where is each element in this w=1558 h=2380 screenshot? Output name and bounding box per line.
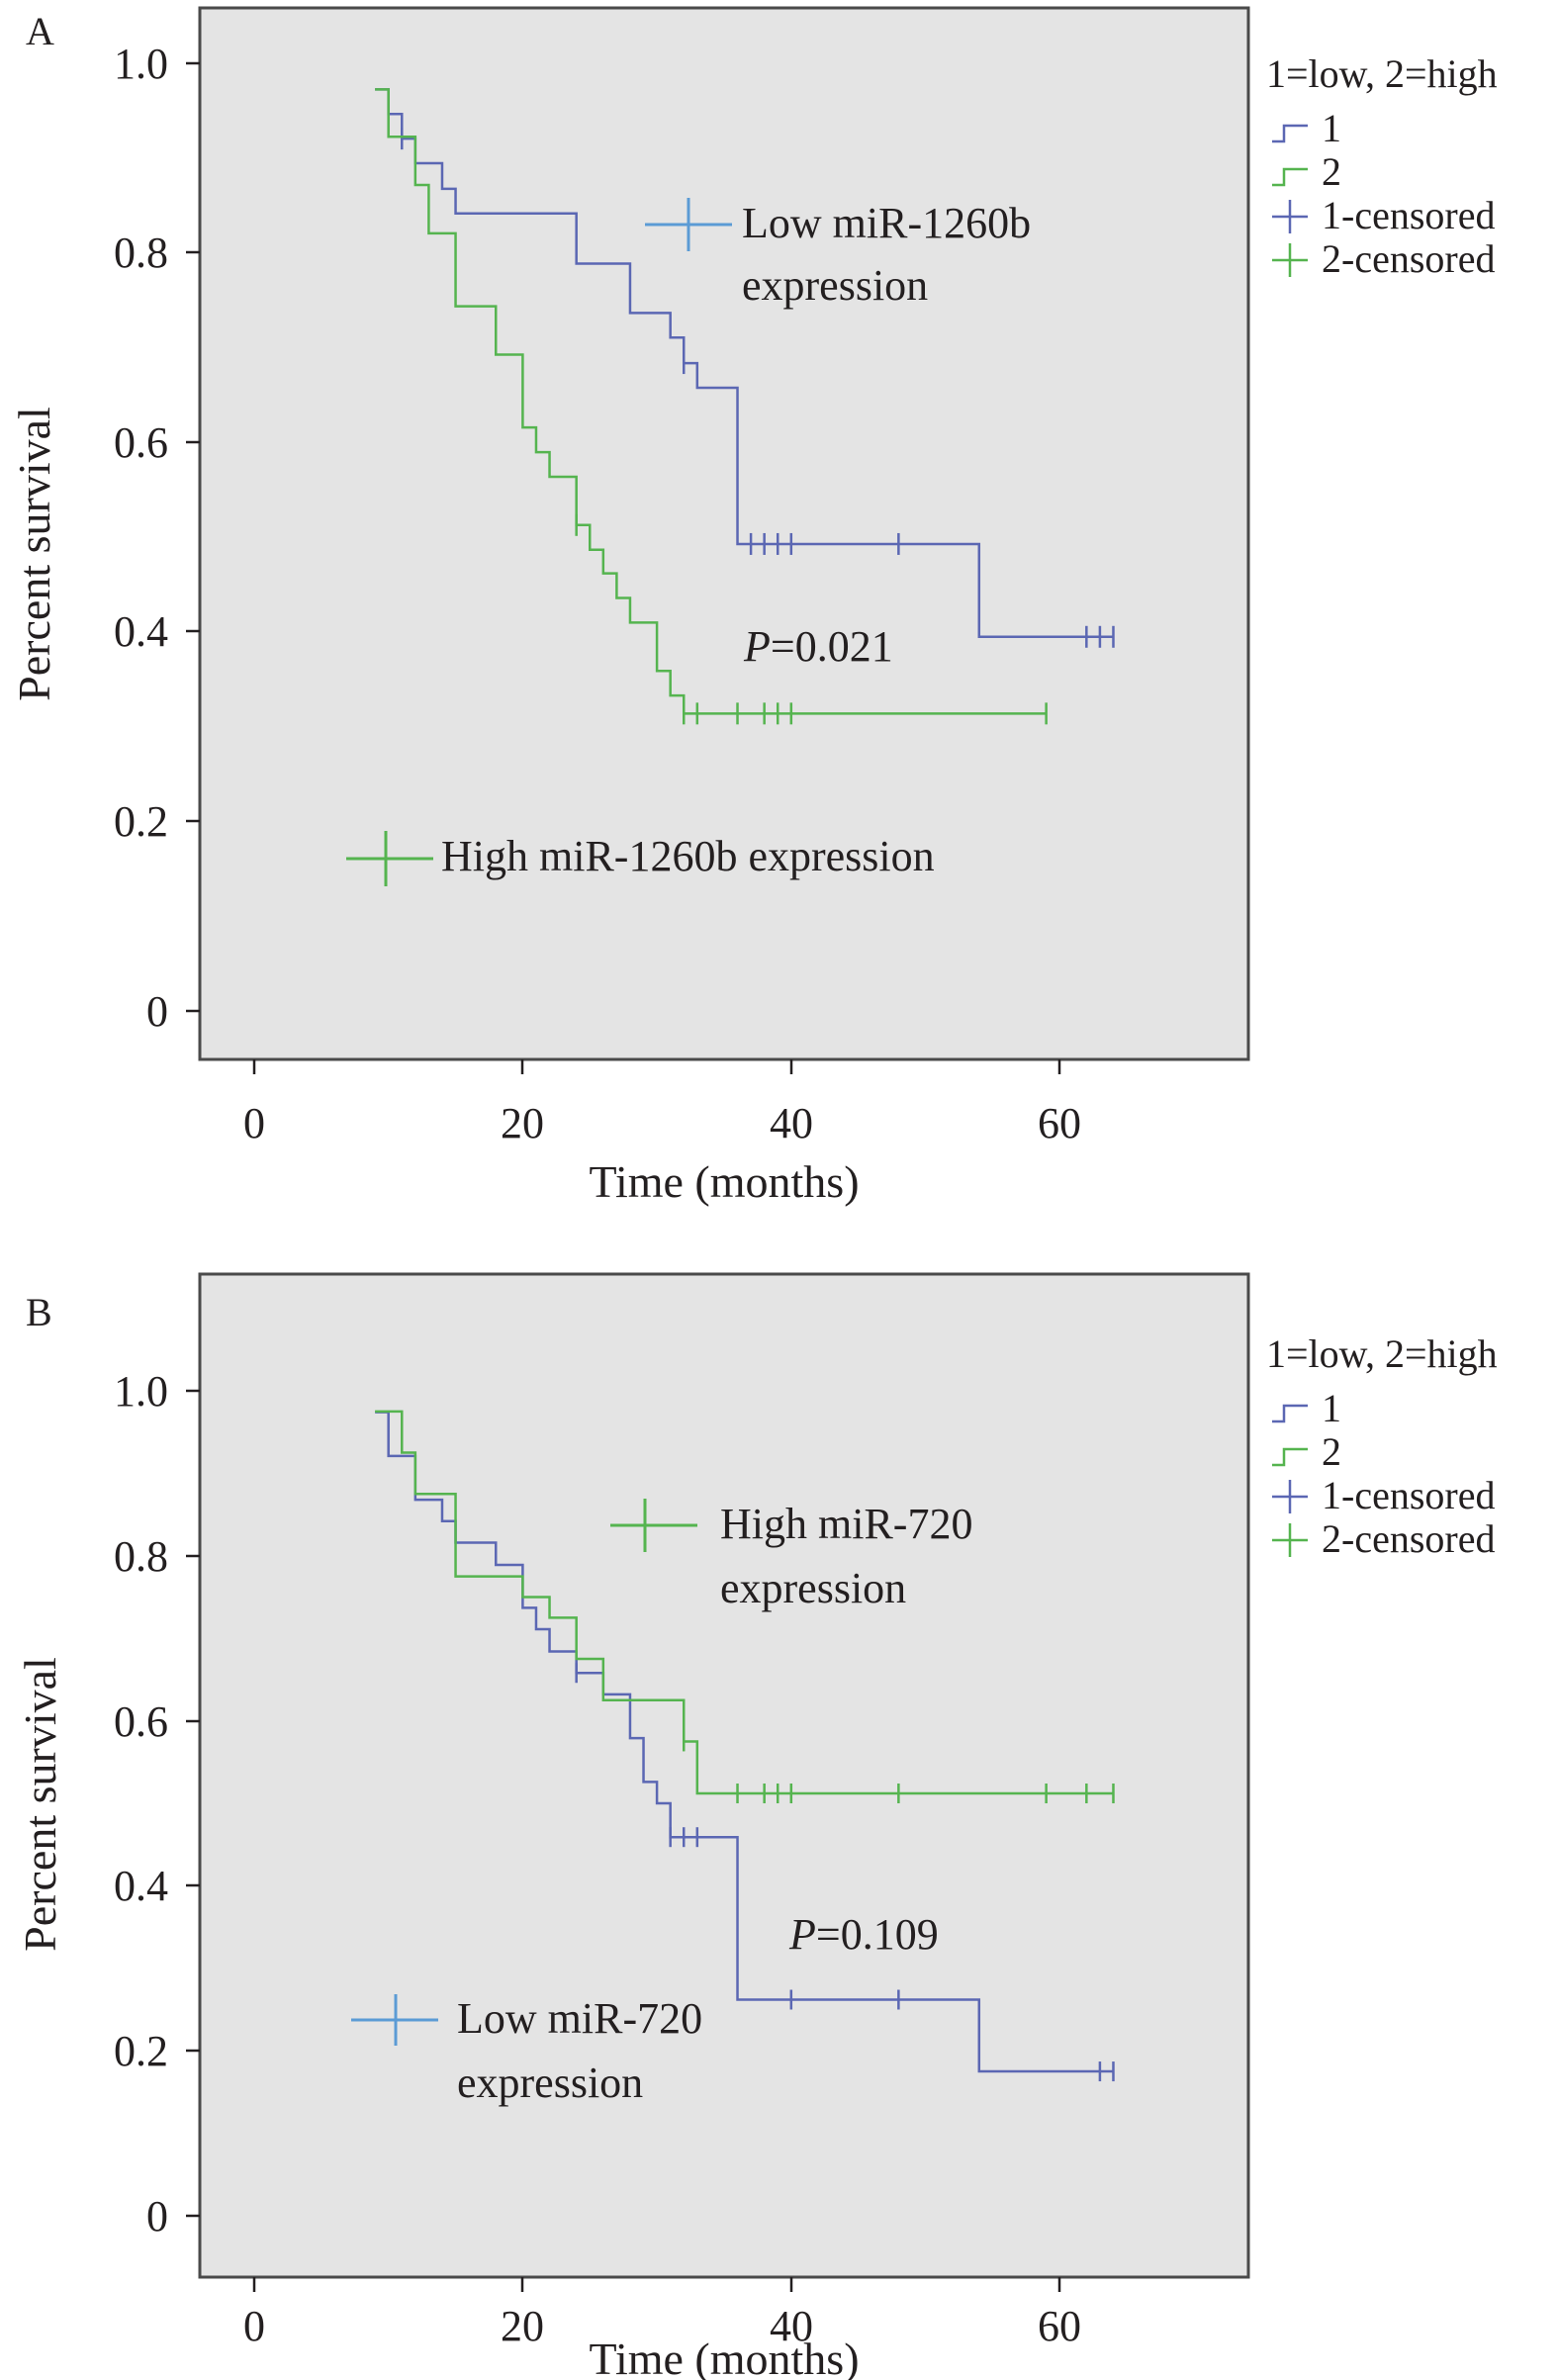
legend-entry-label: 1-censored (1322, 193, 1495, 237)
panel-a-y-tick-label: 1.0 (114, 40, 168, 88)
panel-a-x-axis-title: Time (months) (589, 1156, 859, 1207)
panel-a-plot-area (198, 6, 1250, 1061)
panel-a-annotation-low: Low miR-1260b expression (645, 198, 1031, 310)
legend-title: 1=low, 2=high (1266, 51, 1498, 96)
panel-a-y-tick-label: 0.8 (114, 229, 168, 277)
legend-entry-label: 2 (1322, 1429, 1341, 1474)
panel-b-x-tick-label: 60 (1038, 2302, 1081, 2350)
panel-b-y-axis-title: Percent survival (15, 1657, 65, 1952)
panel-a-annotation-high: High miR-1260b expression (346, 831, 935, 886)
panel-b-legend: 1=low, 2=high 1 2 1-censored 2-censored (1266, 1331, 1498, 1561)
panel-b-x-tick-label: 0 (243, 2302, 265, 2350)
annotation-label-line2: expression (457, 2059, 643, 2107)
panel-b-x-axis: 0 20 40 60 Time (months) (243, 2277, 1081, 2380)
p-value-prefix: P (743, 622, 771, 671)
panel-a-y-axis-title: Percent survival (9, 407, 59, 701)
legend-title: 1=low, 2=high (1266, 1331, 1498, 1376)
panel-a-label: A (26, 9, 54, 53)
panel-a-x-tick-label: 20 (501, 1099, 544, 1147)
panel-a-x-tick-label: 40 (770, 1099, 813, 1147)
panel-a-legend: 1=low, 2=high 1 2 1-censored 2-censored (1266, 51, 1498, 281)
panel-b-annotation-low: Low miR-720 expression (351, 1994, 702, 2107)
p-value-text: =0.021 (771, 622, 893, 671)
panel-b-y-tick-label: 0.8 (114, 1532, 168, 1581)
legend-entry-label: 1 (1322, 106, 1341, 150)
survival-curve-series-1 (375, 1411, 1114, 2073)
panel-b-series-layer (375, 1410, 1115, 2082)
annotation-label-line2: expression (720, 1564, 906, 1612)
legend-entry-label: 1 (1322, 1386, 1341, 1430)
panel-a-x-tick-label: 60 (1038, 1099, 1081, 1147)
panel-a-y-axis: 0 0.2 0.4 0.6 0.8 1.0 Percent survival (9, 40, 200, 1036)
legend-entry-label: 2-censored (1322, 236, 1495, 281)
survival-curve-series-2 (375, 88, 1047, 715)
panel-b-y-tick-label: 0 (146, 2192, 168, 2241)
annotation-label-line1: High miR-720 (720, 1500, 972, 1548)
panel-a: A 0 0.2 0.4 0.6 0.8 1.0 Percent survival… (9, 6, 1498, 1207)
legend-step-icon (1272, 124, 1308, 143)
panel-a-y-tick-label: 0.4 (114, 607, 168, 656)
survival-curve-series-1 (375, 88, 1114, 639)
annotation-label-line1: High miR-1260b expression (441, 832, 935, 880)
panel-b-label: B (26, 1290, 52, 1334)
annotation-label-line1: Low miR-1260b (742, 199, 1031, 247)
legend-entry-label: 2-censored (1322, 1516, 1495, 1561)
panel-b-plot-area (198, 1272, 1250, 2279)
panel-b-x-tick-label: 20 (501, 2302, 544, 2350)
panel-a-x-tick-label: 0 (243, 1099, 265, 1147)
panel-b-p-value: P=0.109 (788, 1910, 939, 1959)
legend-step-icon (1272, 1447, 1308, 1467)
panel-b-y-tick-label: 0.4 (114, 1862, 168, 1910)
panel-b-y-tick-label: 0.2 (114, 2027, 168, 2075)
panel-b: B 0 0.2 0.4 0.6 0.8 1.0 Percent survival… (15, 1272, 1498, 2380)
legend-entry-label: 1-censored (1322, 1473, 1495, 1517)
legend-step-icon (1272, 1404, 1308, 1423)
panel-a-y-tick-label: 0 (146, 987, 168, 1036)
p-value-text: =0.109 (816, 1910, 939, 1959)
annotation-label-line2: expression (742, 261, 928, 310)
annotation-label-line1: Low miR-720 (457, 1994, 702, 2043)
panel-b-y-axis: 0 0.2 0.4 0.6 0.8 1.0 Percent survival (15, 1367, 200, 2241)
legend-step-icon (1272, 167, 1308, 187)
panel-b-x-axis-title: Time (months) (589, 2334, 859, 2380)
p-value-prefix: P (788, 1910, 816, 1959)
panel-b-y-tick-label: 1.0 (114, 1367, 168, 1416)
panel-a-y-tick-label: 0.6 (114, 418, 168, 467)
panel-b-y-tick-label: 0.6 (114, 1697, 168, 1746)
panel-b-annotation-high: High miR-720 expression (610, 1499, 972, 1612)
panel-a-x-axis: 0 20 40 60 Time (months) (243, 1059, 1081, 1207)
panel-a-series-layer (375, 88, 1115, 725)
panel-a-y-tick-label: 0.2 (114, 797, 168, 846)
panel-a-p-value: P=0.021 (743, 622, 893, 671)
legend-entry-label: 2 (1322, 149, 1341, 194)
panel-b-x-tick-label: 40 (770, 2302, 813, 2350)
